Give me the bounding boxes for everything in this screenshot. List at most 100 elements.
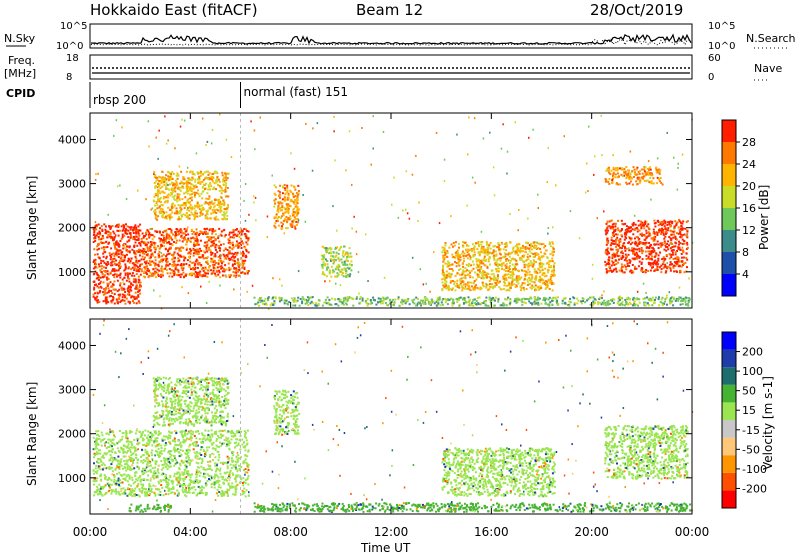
heatmap-cell [117, 274, 120, 277]
heatmap-cell [161, 255, 164, 258]
heatmap-cell [308, 296, 311, 299]
heatmap-cell [634, 240, 637, 243]
heatmap-cell [165, 265, 167, 268]
heatmap-cell [665, 231, 668, 234]
heatmap-cell [294, 205, 297, 208]
heatmap-cell [649, 263, 652, 265]
heatmap-cell [177, 193, 180, 196]
heatmap-cell [660, 271, 663, 274]
heatmap-cell [469, 276, 472, 279]
heatmap-cell [610, 169, 613, 172]
heatmap-cell [647, 226, 650, 229]
heatmap-cell [551, 281, 554, 284]
heatmap-cell [206, 275, 209, 278]
heatmap-cell [392, 298, 395, 301]
heatmap-cell [622, 265, 625, 268]
heatmap-cell [178, 210, 181, 212]
heatmap-cell [569, 301, 572, 304]
heatmap-cell [456, 285, 459, 288]
heatmap-cell [649, 172, 651, 175]
heatmap-cell [590, 296, 593, 299]
heatmap-cell [95, 234, 98, 237]
heatmap-cell [154, 262, 157, 265]
heatmap-cell [149, 249, 152, 252]
heatmap-cell [659, 242, 662, 245]
heatmap-cell [221, 218, 224, 221]
heatmap-cell [382, 302, 385, 305]
heatmap-cell [685, 221, 688, 223]
heatmap-cell [128, 232, 131, 235]
heatmap-cell [190, 179, 193, 182]
heatmap-cell [669, 220, 672, 223]
heatmap-cell [446, 274, 448, 277]
heatmap-cell [654, 298, 656, 301]
heatmap-cell [102, 260, 105, 263]
heatmap-cell [682, 297, 685, 300]
heatmap-cell [214, 216, 217, 219]
heatmap-cell [125, 253, 128, 256]
heatmap-cell [171, 244, 174, 247]
heatmap-cell [183, 178, 186, 181]
heatmap-cell [146, 229, 149, 232]
heatmap-cell [218, 227, 221, 230]
heatmap-cell [334, 268, 337, 271]
heatmap-cell [550, 280, 553, 283]
heatmap-cell [478, 252, 481, 255]
heatmap-cell [211, 172, 214, 175]
heatmap-cell [114, 253, 117, 256]
heatmap-cell [282, 223, 284, 226]
heatmap-cell [196, 204, 198, 207]
heatmap-cell [154, 259, 157, 262]
heatmap-cell [211, 200, 213, 203]
heatmap-cell [561, 299, 564, 302]
heatmap-cell [139, 249, 142, 252]
heatmap-cell [612, 252, 615, 255]
heatmap-cell [660, 298, 663, 301]
heatmap-cell [548, 260, 551, 263]
heatmap-cell [328, 271, 331, 273]
heatmap-cell [425, 282, 427, 285]
heatmap-cell [487, 260, 490, 263]
heatmap-cell [187, 233, 190, 236]
heatmap-cell [239, 230, 242, 233]
heatmap-cell [481, 241, 484, 243]
heatmap-cell [606, 247, 609, 250]
heatmap-cell [536, 296, 539, 299]
heatmap-cell [279, 184, 282, 187]
heatmap-cell [156, 204, 159, 207]
heatmap-cell [552, 296, 555, 299]
heatmap-cell [482, 245, 485, 248]
heatmap-cell [225, 195, 228, 198]
heatmap-cell [153, 171, 156, 174]
heatmap-cell [459, 259, 462, 262]
heatmap-cell [454, 251, 457, 254]
heatmap-cell [443, 272, 445, 275]
heatmap-cell [246, 230, 249, 232]
heatmap-cell [604, 302, 607, 304]
heatmap-cell [302, 298, 305, 301]
heatmap-cell [177, 196, 180, 199]
heatmap-cell [523, 282, 526, 285]
heatmap-cell [678, 264, 681, 267]
heatmap-cell [161, 170, 164, 173]
heatmap-cell [128, 239, 130, 242]
heatmap-cell [312, 302, 315, 305]
heatmap-cell [654, 236, 657, 238]
heatmap-cell [190, 268, 192, 271]
heatmap-cell [663, 259, 666, 262]
heatmap-cell [134, 287, 137, 290]
heatmap-cell [475, 260, 478, 263]
heatmap-cell [124, 232, 127, 235]
heatmap-cell [492, 304, 495, 307]
heatmap-cell [676, 258, 678, 260]
heatmap-cell [155, 247, 158, 250]
heatmap-cell [98, 283, 100, 285]
heatmap-cell [631, 264, 634, 266]
heatmap-cell [282, 214, 285, 217]
heatmap-cell [503, 280, 506, 283]
heatmap-cell [97, 223, 100, 226]
heatmap-cell [296, 209, 299, 212]
heatmap-cell [473, 281, 476, 284]
heatmap-cell [647, 261, 650, 264]
heatmap-cell [490, 269, 493, 272]
